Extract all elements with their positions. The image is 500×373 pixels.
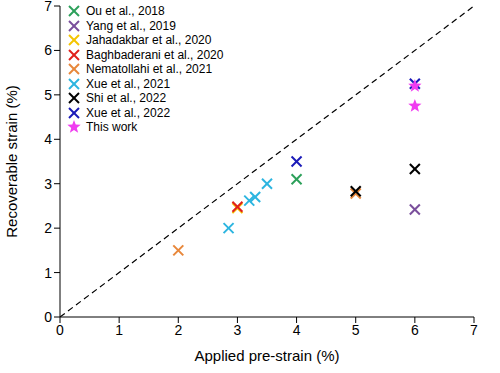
svg-text:0: 0 bbox=[44, 309, 52, 325]
html-text:This work: This work bbox=[86, 120, 138, 134]
svg-text:7: 7 bbox=[44, 0, 52, 14]
html-text:Xue et al., 2021: Xue et al., 2021 bbox=[86, 76, 171, 91]
svg-text:5: 5 bbox=[352, 322, 360, 338]
svg-text:1: 1 bbox=[44, 265, 52, 281]
svg-text:4: 4 bbox=[44, 131, 52, 147]
svg-text:6: 6 bbox=[411, 322, 419, 338]
svg-text:3: 3 bbox=[234, 322, 242, 338]
html-text:Shi et al., 2022: Shi et al., 2022 bbox=[86, 91, 167, 105]
html-text:Ou et al., 2018: Ou et al., 2018 bbox=[86, 4, 165, 18]
svg-text:5: 5 bbox=[44, 87, 52, 103]
html-text:Xue et al., 2022: Xue et al., 2022 bbox=[86, 105, 171, 120]
html-text:Nematollahi et al., 2021: Nematollahi et al., 2021 bbox=[86, 62, 213, 76]
html-text:Jahadakbar et al., 2020: Jahadakbar et al., 2020 bbox=[86, 33, 212, 47]
svg-text:0: 0 bbox=[56, 322, 64, 338]
html-text:Yang et al., 2019: Yang et al., 2019 bbox=[86, 18, 176, 33]
svg-text:Applied pre-strain (%): Applied pre-strain (%) bbox=[194, 347, 339, 364]
svg-text:7: 7 bbox=[470, 322, 478, 338]
html-text:Baghbaderani et al., 2020: Baghbaderani et al., 2020 bbox=[86, 47, 224, 62]
svg-text:Recoverable strain (%): Recoverable strain (%) bbox=[3, 85, 20, 238]
svg-text:1: 1 bbox=[115, 322, 123, 338]
svg-text:6: 6 bbox=[44, 42, 52, 58]
svg-text:4: 4 bbox=[293, 322, 301, 338]
svg-text:3: 3 bbox=[44, 176, 52, 192]
svg-text:2: 2 bbox=[174, 322, 182, 338]
svg-text:2: 2 bbox=[44, 220, 52, 236]
